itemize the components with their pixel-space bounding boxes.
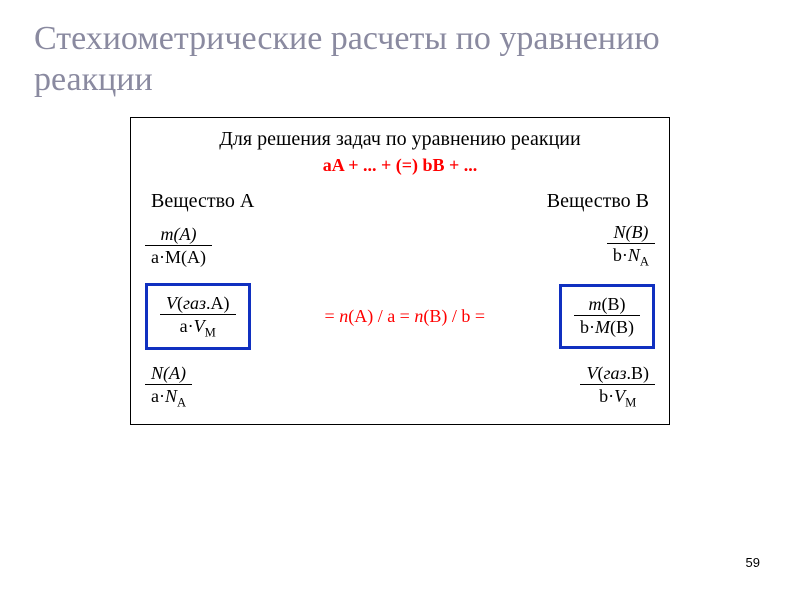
slide-title: Стехиометрические расчеты по уравнению р… — [34, 18, 766, 101]
substance-labels: Вещество A Вещество B — [145, 190, 655, 213]
substance-a-label: Вещество A — [145, 190, 349, 213]
frac-NB-den: b·NA — [607, 244, 655, 269]
slide: Стехиометрические расчеты по уравнению р… — [0, 0, 800, 600]
center-equality: = n(A) / a = n(B) / b = — [251, 306, 559, 327]
frac-mA-den: a·M(A) — [145, 246, 212, 267]
frac-VgazB-num: V(газ.B) — [580, 364, 655, 385]
content-box: Для решения задач по уравнению реакции a… — [130, 117, 670, 425]
frac-mB-den: b·M(B) — [574, 316, 640, 337]
frac-VgazA-num: V(газ.A) — [160, 294, 236, 315]
frac-mB-num: m(B) — [574, 295, 640, 316]
frac-mA: m(A) a·M(A) — [145, 225, 212, 267]
intro-text: Для решения задач по уравнению реакции — [145, 128, 655, 151]
fraction-row-1: m(A) a·M(A) N(B) b·NA — [145, 223, 655, 269]
frac-NA-num: N(A) — [145, 364, 192, 385]
frac-mA-num: m(A) — [145, 225, 212, 246]
boxed-left: V(газ.A) a·VM — [145, 283, 251, 351]
substance-b-label: Вещество B — [451, 190, 655, 213]
frac-VgazA-den: a·VM — [160, 315, 236, 340]
fraction-row-middle: V(газ.A) a·VM = n(A) / a = n(B) / b = m(… — [145, 283, 655, 351]
frac-NB-num: N(B) — [607, 223, 655, 244]
boxed-right: m(B) b·M(B) — [559, 284, 655, 349]
frac-NB: N(B) b·NA — [607, 223, 655, 269]
frac-NA: N(A) a·NA — [145, 364, 192, 410]
frac-VgazA: V(газ.A) a·VM — [160, 294, 236, 340]
frac-VgazB-den: b·VM — [580, 385, 655, 410]
frac-NA-den: a·NA — [145, 385, 192, 410]
frac-VgazB: V(газ.B) b·VM — [580, 364, 655, 410]
page-number: 59 — [746, 555, 760, 570]
fraction-row-3: N(A) a·NA V(газ.B) b·VM — [145, 364, 655, 410]
reaction-equation: aA + ... + (=) bB + ... — [145, 155, 655, 176]
frac-mB: m(B) b·M(B) — [574, 295, 640, 337]
